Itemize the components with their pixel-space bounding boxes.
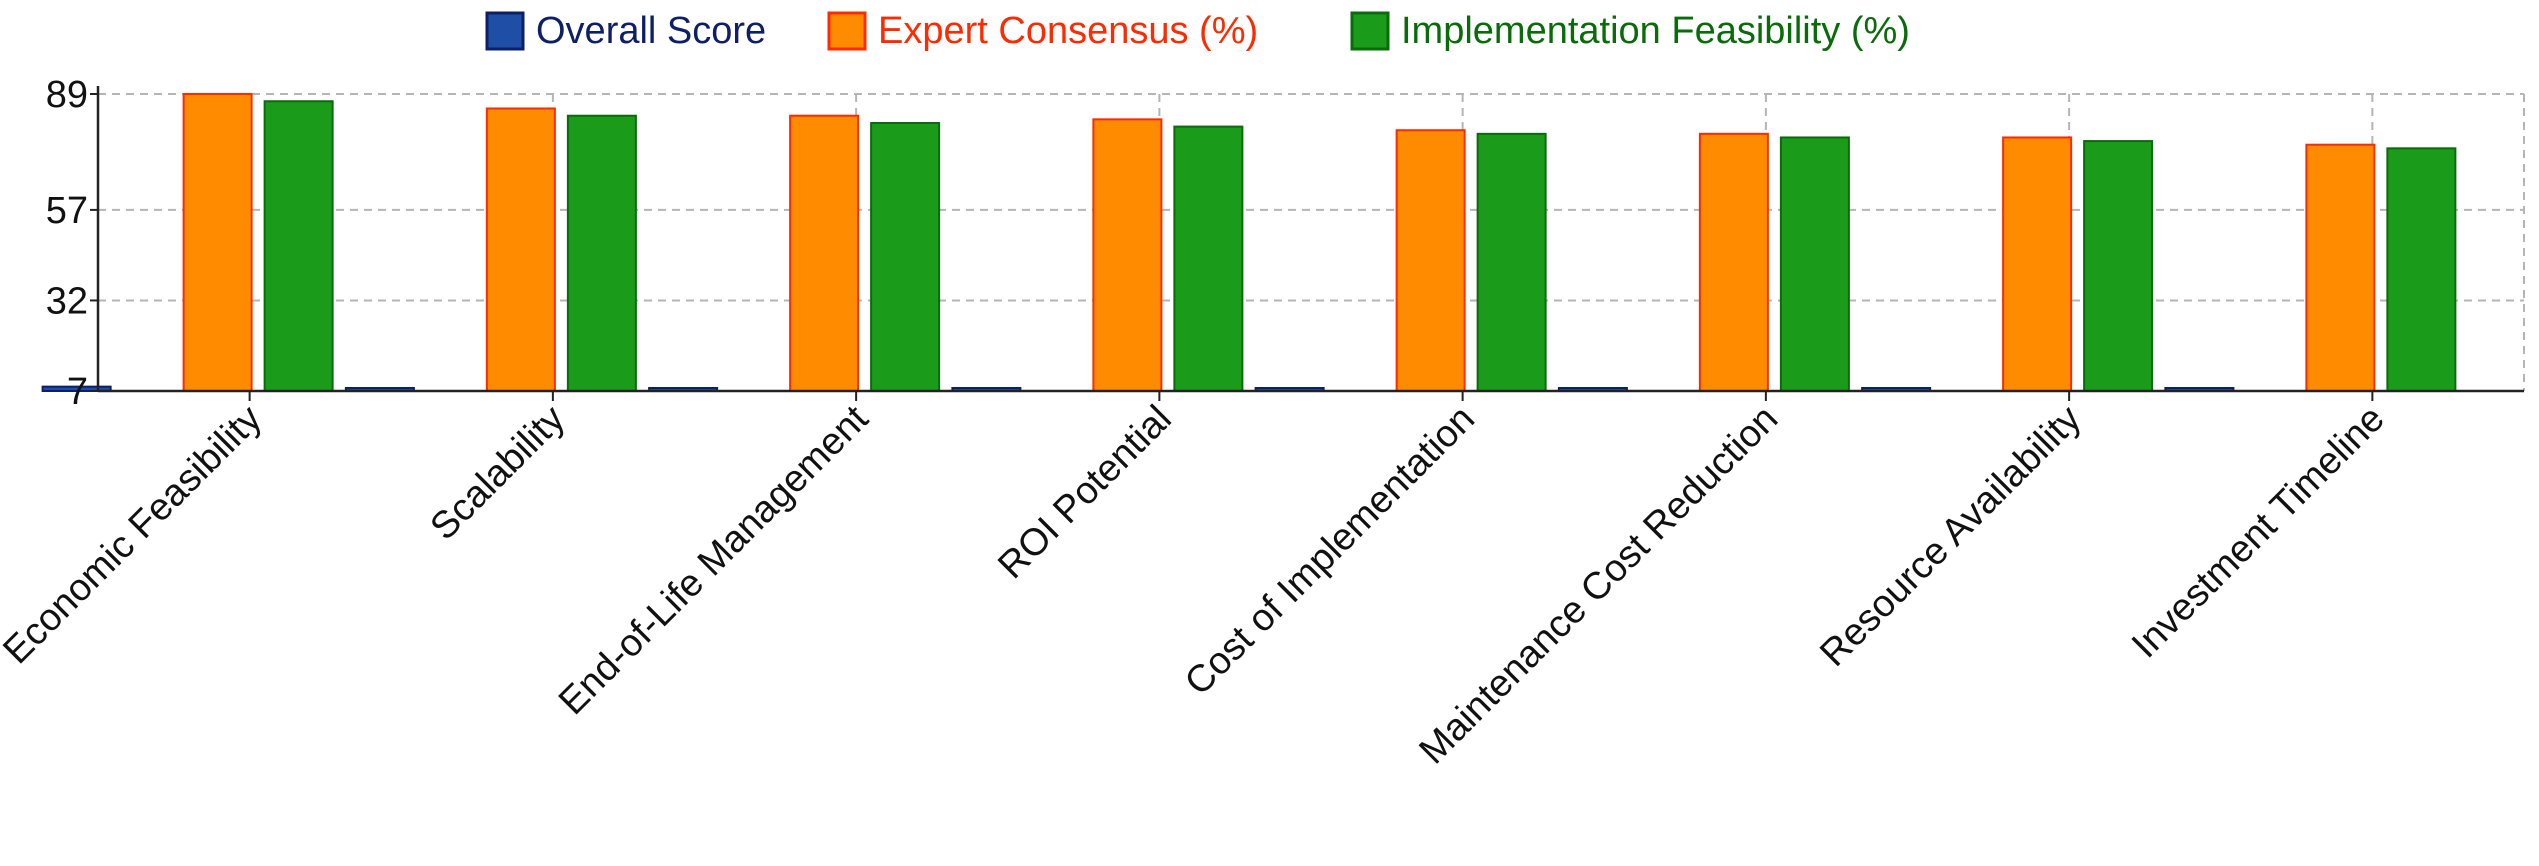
x-tick-label: End-of-Life Management: [551, 397, 877, 723]
bar-implementation-feasibility[interactable]: [1476, 132, 1547, 392]
legend-label[interactable]: Overall Score: [536, 10, 766, 52]
x-tick-label: Scalability: [423, 398, 574, 549]
y-tick-label: 32: [46, 280, 88, 322]
legend-label[interactable]: Expert Consensus (%): [878, 10, 1258, 52]
legend-swatch[interactable]: [1350, 11, 1390, 51]
x-tick-label: Resource Availability: [1812, 398, 2089, 675]
legend-swatch[interactable]: [827, 11, 867, 51]
bar-expert-consensus[interactable]: [1698, 132, 1769, 392]
legend[interactable]: Overall Score Expert Consensus (%) Impleme…: [485, 10, 1910, 52]
grid-layer: [98, 93, 2525, 391]
y-tick-label: 57: [46, 190, 88, 232]
bar-expert-consensus[interactable]: [485, 107, 556, 393]
x-tick-label: Cost of Implementation: [1177, 398, 1483, 704]
bar-implementation-feasibility[interactable]: [870, 121, 941, 392]
legend-label[interactable]: Implementation Feasibility (%): [1401, 10, 1910, 52]
bar-layer: [41, 93, 2457, 393]
x-tick-label: Economic Feasibility: [0, 398, 270, 673]
bar-implementation-feasibility[interactable]: [263, 100, 334, 393]
bar-implementation-feasibility[interactable]: [2386, 147, 2457, 392]
bar-expert-consensus[interactable]: [789, 114, 860, 392]
bar-implementation-feasibility[interactable]: [1173, 125, 1244, 392]
y-tick-label: 7: [67, 371, 88, 413]
bar-expert-consensus[interactable]: [1395, 129, 1466, 392]
bar-expert-consensus[interactable]: [1092, 118, 1163, 392]
legend-swatch[interactable]: [485, 11, 525, 51]
bar-expert-consensus[interactable]: [2305, 143, 2376, 392]
x-tick-label: Investment Timeline: [2124, 398, 2393, 667]
bar-implementation-feasibility[interactable]: [1779, 136, 1850, 392]
bar-expert-consensus[interactable]: [182, 93, 253, 392]
x-tick-label: ROI Potential: [990, 398, 1180, 588]
bar-implementation-feasibility[interactable]: [2083, 140, 2154, 392]
x-tick-label: Maintenance Cost Reduction: [1412, 398, 1787, 773]
bar-overall-score[interactable]: [41, 385, 112, 392]
y-tick-label: 89: [46, 74, 88, 116]
bar-expert-consensus[interactable]: [2002, 136, 2073, 392]
bar-implementation-feasibility[interactable]: [566, 114, 637, 392]
